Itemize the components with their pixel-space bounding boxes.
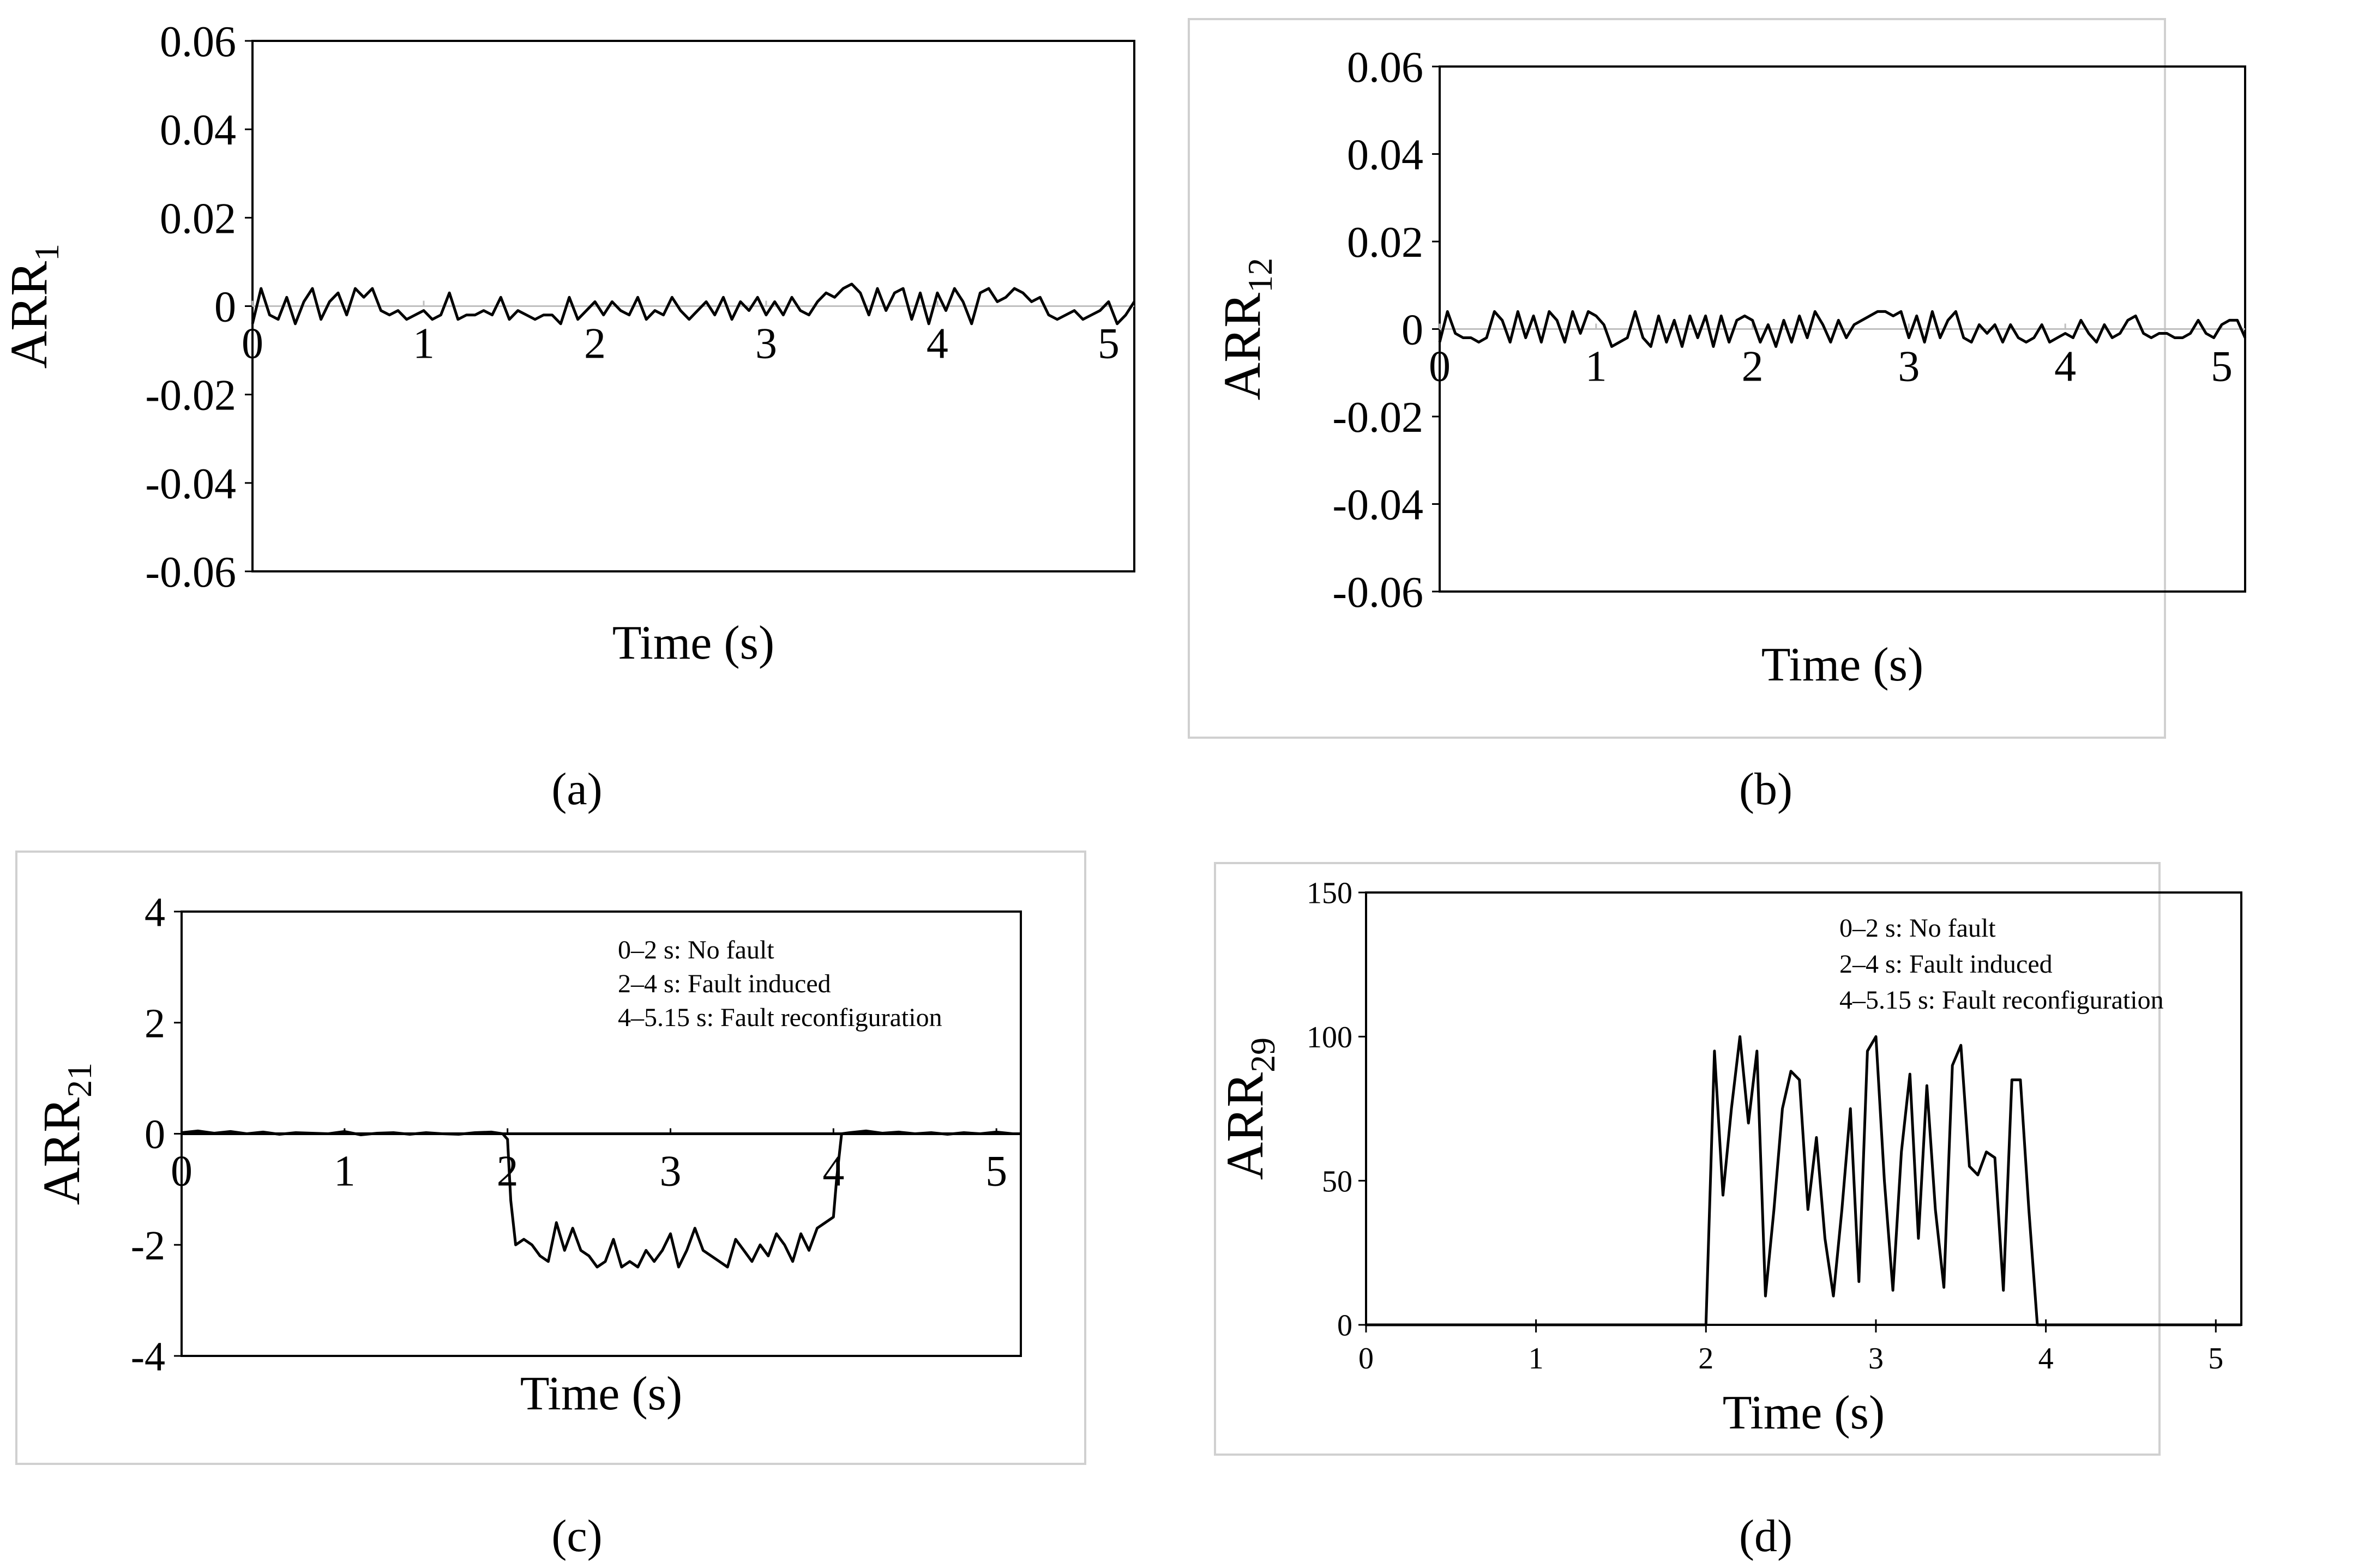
y-tick-label-a: -0.04 [145, 460, 236, 508]
y-axis-label-subscript: 29 [1243, 1038, 1282, 1072]
x-tick-label-b: 3 [1898, 343, 1920, 391]
x-tick-label-b: 2 [1742, 343, 1764, 391]
x-tick-label-a: 1 [413, 320, 435, 368]
x-tick-label-d: 0 [1358, 1342, 1374, 1376]
y-tick-label-a: -0.06 [145, 548, 236, 596]
panel-label-b: (b) [1739, 764, 1792, 815]
y-tick-label-c: 0 [145, 1112, 165, 1157]
x-tick-label-a: 5 [1098, 320, 1120, 368]
x-axis-label-b: Time (s) [1761, 638, 1923, 691]
y-tick-label-a: 0.06 [160, 18, 236, 66]
y-tick-label-c: -2 [131, 1223, 165, 1269]
y-axis-label-c: ARR21 [32, 1063, 99, 1205]
y-tick-label-d: 100 [1307, 1021, 1352, 1054]
y-axis-label-d: ARR29 [1216, 1038, 1282, 1180]
series-line-b [1438, 310, 2247, 348]
x-tick-label-a: 3 [755, 320, 777, 368]
legend-entry-c: 2–4 s: Fault induced [618, 969, 831, 998]
x-tick-label-a: 4 [927, 320, 948, 368]
y-tick-label-c: -4 [131, 1334, 165, 1380]
y-axis-label-base: ARR [0, 261, 58, 369]
y-axis-label-base: ARR [1213, 293, 1271, 400]
chart-a: 0.060.040.020-0.02-0.04-0.060 1 2 3 4 5ARR1Ti… [0, 18, 1136, 815]
y-tick-label-d: 0 [1337, 1309, 1352, 1343]
y-tick-label-d: 150 [1307, 877, 1352, 910]
panel-label-a: (a) [551, 764, 602, 815]
y-axis-label-base: ARR [1216, 1072, 1274, 1180]
y-tick-label-b: 0.06 [1347, 44, 1423, 92]
y-axis-label-a: ARR1 [0, 244, 66, 369]
y-tick-label-b: 0.04 [1347, 131, 1423, 179]
legend-entry-c: 4–5.15 s: Fault reconfiguration [618, 1003, 942, 1032]
legend-entry-c: 0–2 s: No fault [618, 936, 774, 964]
panel-c-frame [15, 851, 1086, 1465]
y-axis-label-base: ARR [32, 1097, 91, 1205]
plot-area-d [1365, 891, 2242, 1326]
x-tick-label-d: 4 [2038, 1342, 2054, 1376]
y-tick-label-a: 0.04 [160, 106, 236, 154]
panel-label-c: (c) [551, 1511, 602, 1561]
y-tick-label-c: 2 [145, 1000, 165, 1046]
x-axis-label-c: Time (s) [520, 1367, 682, 1420]
y-axis-label-subscript: 1 [27, 244, 66, 261]
x-tick-label-b: 4 [2054, 343, 2076, 391]
series-line-d [1366, 1035, 2241, 1326]
x-tick-label-b: 1 [1585, 343, 1607, 391]
x-tick-label-b: 0 [1429, 343, 1451, 391]
y-tick-label-b: -0.06 [1332, 569, 1423, 617]
x-tick-label-a: 0 [242, 320, 263, 368]
x-tick-label-d: 3 [1868, 1342, 1884, 1376]
y-axis-label-b: ARR12 [1213, 258, 1279, 400]
legend-entry-d: 0–2 s: No fault [1839, 914, 1996, 943]
legend-entry-d: 2–4 s: Fault induced [1839, 950, 2053, 979]
y-tick-label-b: -0.02 [1332, 394, 1423, 442]
chart-d: 150 100 50 00 1 2 3 4 5 ARR29 Time (s) 0–2 s: No fa… [1216, 877, 2242, 1561]
series-line-c [181, 1129, 1021, 1269]
y-tick-label-b: -0.04 [1332, 481, 1423, 529]
x-tick-label-d: 2 [1698, 1342, 1713, 1376]
y-tick-label-a: -0.02 [145, 372, 236, 420]
x-tick-label-b: 5 [2211, 343, 2233, 391]
x-tick-label-c: 1 [334, 1148, 356, 1196]
series-line-a [251, 282, 1136, 325]
y-axis-label-subscript: 12 [1241, 258, 1279, 293]
x-tick-label-d: 1 [1529, 1342, 1544, 1376]
x-tick-label-c: 4 [822, 1148, 844, 1196]
y-tick-label-b: 0 [1401, 306, 1423, 354]
y-tick-label-c: 4 [145, 890, 165, 936]
panel-label-d: (d) [1739, 1511, 1792, 1561]
x-tick-label-c: 5 [985, 1148, 1007, 1196]
x-axis-label-d: Time (s) [1723, 1386, 1885, 1439]
x-tick-label-d: 5 [2208, 1342, 2223, 1376]
y-tick-label-b: 0.02 [1347, 219, 1423, 267]
x-tick-label-c: 0 [171, 1148, 193, 1196]
chart-b: 0.060.040.020-0.02-0.04-0.060 1 2 3 4 5ARR12T… [1213, 44, 2247, 815]
y-tick-label-a: 0.02 [160, 195, 236, 243]
x-axis-label-a: Time (s) [612, 617, 774, 670]
legend-entry-d: 4–5.15 s: Fault reconfiguration [1839, 986, 2164, 1015]
panel-b-frame [1188, 18, 2166, 739]
y-tick-label-d: 50 [1322, 1165, 1352, 1198]
x-tick-label-a: 2 [584, 320, 606, 368]
y-tick-label-a: 0 [214, 284, 236, 331]
y-axis-label-subscript: 21 [60, 1063, 99, 1097]
x-tick-label-c: 3 [660, 1148, 682, 1196]
panel-d-frame [1214, 862, 2161, 1456]
